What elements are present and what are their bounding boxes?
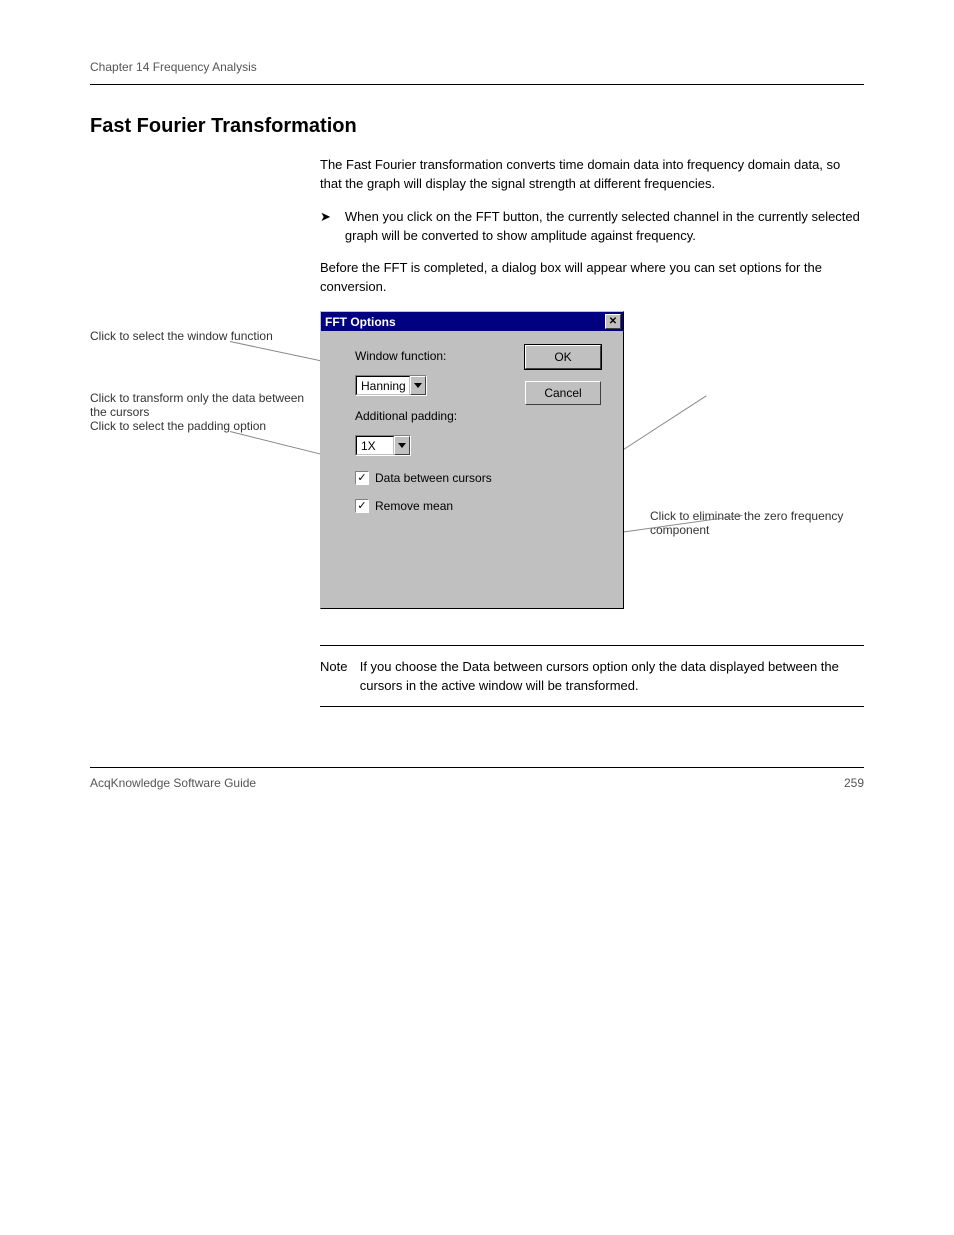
window-function-combo[interactable]: Hanning <box>355 375 427 396</box>
bullet-glyph: ➤ <box>320 208 331 246</box>
data-between-cursors-label: Data between cursors <box>375 471 492 485</box>
chevron-down-icon[interactable] <box>410 376 426 395</box>
bullet-row: ➤ When you click on the FFT button, the … <box>320 208 864 246</box>
top-rule <box>90 84 864 85</box>
checkbox-icon[interactable]: ✓ <box>355 499 369 513</box>
window-function-value: Hanning <box>356 376 410 395</box>
footer: AcqKnowledge Software Guide 259 <box>90 776 864 790</box>
dialog-area: Click to select the window function Clic… <box>90 311 864 621</box>
footer-page: 259 <box>844 776 864 790</box>
para-intro: The Fast Fourier transformation converts… <box>320 156 864 194</box>
note-label: Note <box>320 658 360 696</box>
callout-window-function: Click to select the window function <box>90 329 290 343</box>
remove-mean-row[interactable]: ✓ Remove mean <box>355 499 453 513</box>
callout-padding: Click to select the padding option <box>90 419 290 433</box>
dialog-body: Window function: Hanning Additional padd… <box>320 331 624 609</box>
fft-options-dialog: FFT Options ✕ Window function: Hanning A… <box>320 311 624 609</box>
chevron-down-icon[interactable] <box>394 436 410 455</box>
note-rule-bottom <box>320 706 864 707</box>
additional-padding-combo[interactable]: 1X <box>355 435 411 456</box>
callout-cursors: Click to transform only the data between… <box>90 391 310 419</box>
window-function-label: Window function: <box>355 349 446 363</box>
footer-manual: AcqKnowledge Software Guide <box>90 776 256 790</box>
para-dialog-intro: Before the FFT is completed, a dialog bo… <box>320 259 864 297</box>
ok-button[interactable]: OK <box>525 345 601 369</box>
additional-padding-value: 1X <box>356 436 394 455</box>
cancel-button[interactable]: Cancel <box>525 381 601 405</box>
section-title: Fast Fourier Transformation <box>90 115 864 138</box>
additional-padding-label: Additional padding: <box>355 409 457 423</box>
checkbox-icon[interactable]: ✓ <box>355 471 369 485</box>
bullet-text: When you click on the FFT button, the cu… <box>345 208 864 246</box>
note-block: Note If you choose the Data between curs… <box>320 658 864 696</box>
close-icon[interactable]: ✕ <box>605 314 621 329</box>
dialog-title: FFT Options <box>325 315 605 329</box>
data-between-cursors-row[interactable]: ✓ Data between cursors <box>355 471 492 485</box>
dialog-titlebar[interactable]: FFT Options ✕ <box>320 311 624 331</box>
note-rule-top <box>320 645 864 646</box>
remove-mean-label: Remove mean <box>375 499 453 513</box>
note-text: If you choose the Data between cursors o… <box>360 658 864 696</box>
bottom-rule <box>90 767 864 768</box>
chapter-heading: Chapter 14 Frequency Analysis <box>90 60 864 74</box>
